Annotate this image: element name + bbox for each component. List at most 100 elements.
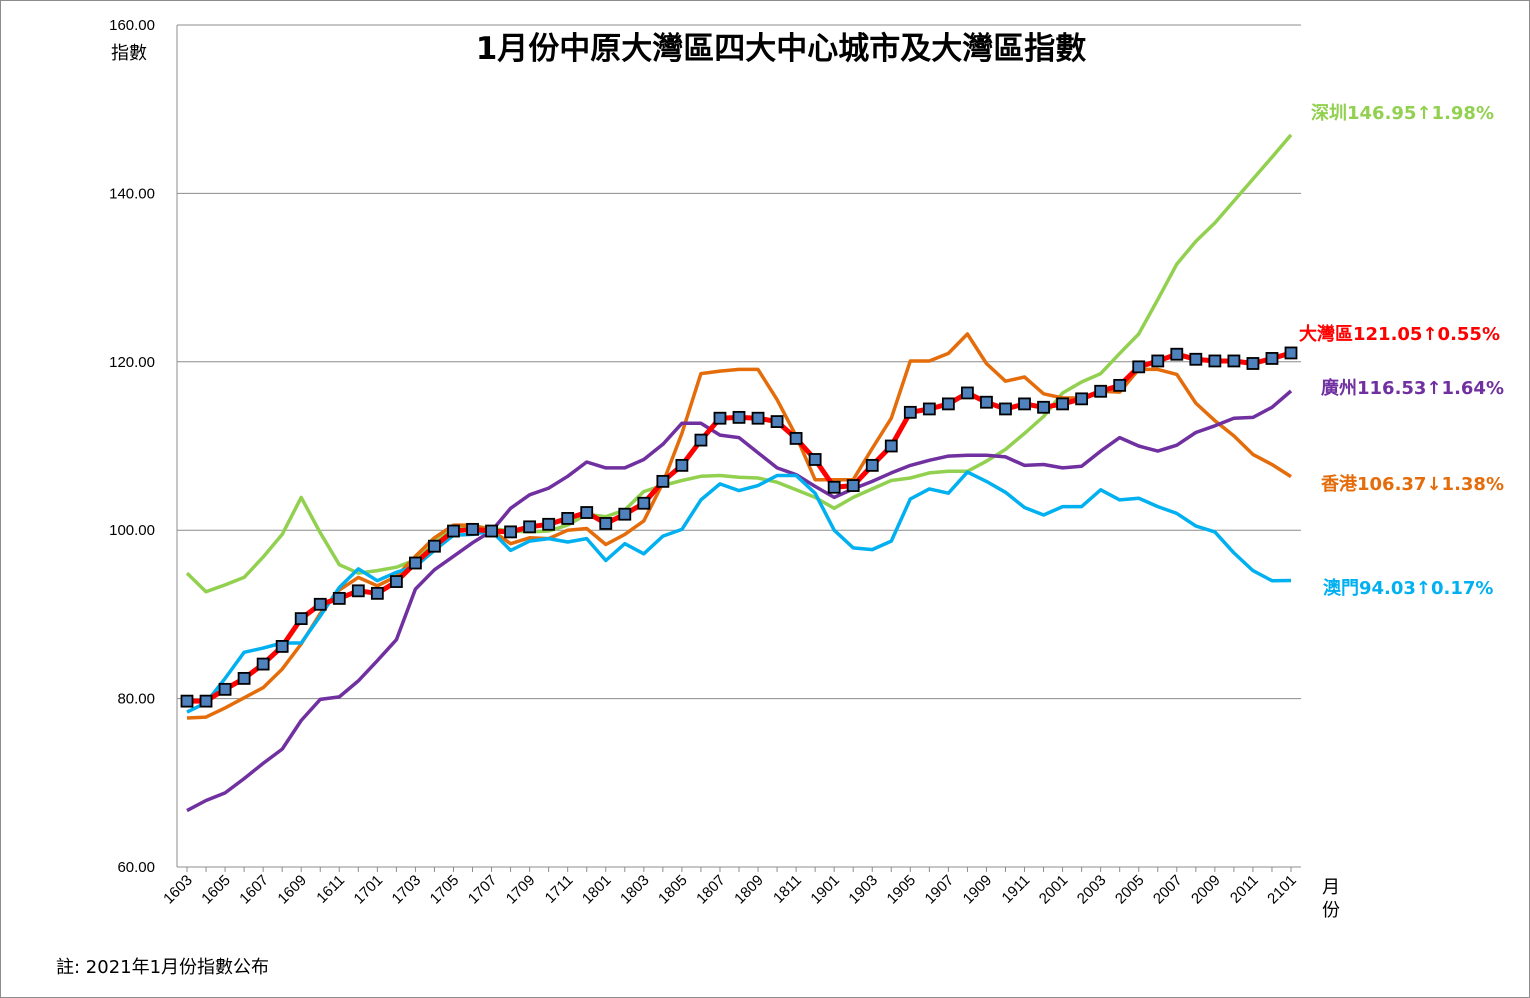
x-tick-label: 1909 — [960, 872, 996, 908]
x-tick-label: 1903 — [845, 872, 881, 908]
data-point-marker — [770, 415, 784, 428]
x-tick-label: 1811 — [770, 872, 805, 907]
x-tick-label: 1707 — [465, 872, 501, 908]
data-point-marker — [675, 458, 689, 472]
x-axis-label-2: 份 — [1322, 900, 1340, 920]
data-point-marker — [846, 479, 860, 492]
data-point-marker — [1094, 384, 1108, 398]
series-label-香港: 香港106.37↓1.38% — [1320, 474, 1504, 495]
data-point-marker — [447, 524, 460, 538]
data-point-marker — [275, 639, 289, 653]
x-tick-label: 2005 — [1112, 872, 1148, 908]
data-point-marker — [485, 524, 498, 538]
series-label-廣州: 廣州116.53↑1.64% — [1321, 377, 1504, 399]
x-tick-label: 1801 — [579, 872, 615, 908]
series-label-深圳: 深圳146.95↑1.98% — [1311, 102, 1494, 124]
data-point-marker — [1132, 360, 1146, 374]
x-tick-label: 2003 — [1074, 872, 1110, 908]
data-point-marker — [1113, 378, 1127, 392]
x-tick-label: 2009 — [1188, 872, 1224, 908]
data-point-marker — [865, 458, 879, 472]
x-tick-label: 1703 — [389, 872, 425, 908]
data-point-marker — [808, 453, 822, 466]
series-line-深圳 — [185, 133, 1293, 594]
data-point-marker — [751, 411, 765, 425]
data-point-marker — [999, 402, 1012, 416]
data-point-marker — [618, 507, 632, 521]
footnote: 註: 2021年1月份指數公布 — [56, 957, 269, 978]
data-point-marker — [180, 694, 194, 708]
x-tick-label: 1803 — [617, 872, 653, 908]
data-point-marker — [332, 592, 346, 605]
x-tick-label: 1605 — [198, 872, 234, 908]
data-point-marker — [351, 584, 365, 598]
data-point-marker — [1246, 357, 1260, 370]
data-point-marker — [827, 480, 841, 494]
data-point-marker — [1170, 347, 1184, 361]
data-point-marker — [713, 411, 727, 425]
data-point-marker — [256, 657, 270, 671]
x-tick-label: 1905 — [884, 872, 920, 908]
x-tick-label: 1611 — [313, 872, 348, 907]
data-point-marker — [199, 694, 213, 708]
data-point-marker — [884, 439, 898, 453]
x-tick-label: 2011 — [1227, 872, 1262, 907]
x-tick-label: 2007 — [1150, 872, 1186, 908]
data-point-marker — [961, 386, 974, 400]
data-point-marker — [903, 405, 917, 419]
data-point-marker — [732, 410, 746, 424]
data-point-marker — [504, 525, 517, 539]
data-point-marker — [561, 512, 575, 525]
x-axis-label-1: 月 — [1322, 877, 1340, 897]
data-point-marker — [1189, 352, 1203, 366]
data-point-marker — [1056, 397, 1069, 411]
data-point-marker — [637, 496, 651, 510]
x-tick-label: 1907 — [922, 872, 958, 908]
data-point-marker — [1151, 354, 1165, 368]
data-point-marker — [1208, 354, 1222, 368]
series-label-大灣區: 大灣區121.05↑0.55% — [1299, 323, 1500, 345]
x-tick-label: 1805 — [655, 872, 691, 908]
data-point-marker — [980, 395, 993, 409]
x-tick-label: 1705 — [427, 872, 463, 908]
x-tick-label: 1603 — [160, 872, 196, 908]
data-point-marker — [694, 433, 708, 447]
data-point-marker — [1265, 352, 1279, 365]
y-tick-label: 60.00 — [117, 859, 155, 876]
y-tick-label: 140.00 — [109, 185, 155, 202]
data-point-marker — [466, 522, 479, 536]
x-tick-label: 1911 — [999, 872, 1034, 907]
series-label-澳門: 澳門94.03↑0.17% — [1323, 577, 1493, 599]
x-tick-label: 1809 — [731, 872, 767, 908]
data-point-marker — [580, 506, 594, 519]
data-point-marker — [389, 575, 403, 588]
chart-title: 1月份中原大灣區四大中心城市及大灣區指數 — [476, 31, 1087, 67]
data-point-marker — [1284, 346, 1298, 360]
data-point-marker — [294, 612, 308, 626]
data-point-marker — [370, 586, 384, 600]
data-point-marker — [1075, 392, 1089, 406]
x-tick-label: 1607 — [236, 872, 272, 908]
data-point-marker — [1227, 354, 1241, 368]
data-point-marker — [1037, 400, 1050, 414]
y-tick-label: 120.00 — [109, 354, 155, 371]
data-point-marker — [428, 539, 441, 553]
series-line-澳門 — [186, 470, 1292, 714]
x-tick-label: 1711 — [542, 872, 577, 907]
data-point-marker — [237, 671, 251, 685]
series-line-大灣區 — [187, 350, 1292, 704]
y-tick-label: 100.00 — [109, 522, 155, 539]
data-point-marker — [789, 432, 803, 445]
data-point-marker — [656, 474, 670, 488]
data-point-marker — [218, 682, 232, 696]
x-tick-label: 1807 — [693, 872, 729, 908]
y-axis-label: 指數 — [111, 43, 147, 63]
data-point-marker — [523, 520, 537, 534]
x-tick-label: 1709 — [503, 872, 539, 908]
data-point-marker — [542, 517, 556, 531]
data-point-marker — [599, 517, 613, 530]
x-tick-label: 1701 — [351, 872, 387, 908]
x-tick-label: 1901 — [807, 872, 843, 908]
data-point-marker — [409, 556, 422, 570]
